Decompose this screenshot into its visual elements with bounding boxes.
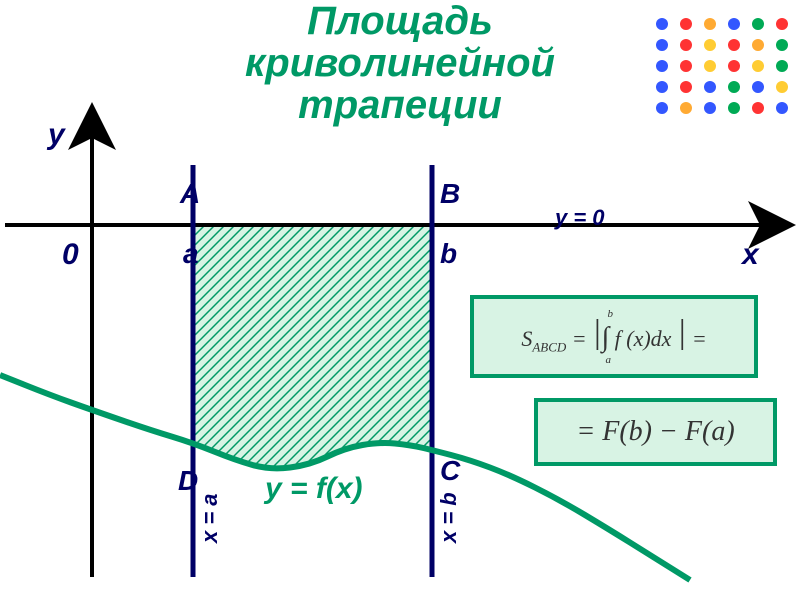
formula-antiderivative: = F(b) − F(a)	[534, 398, 777, 466]
dot	[776, 39, 788, 51]
formula-integral: SABCD = |b∫a f (x)dx | =	[470, 295, 758, 378]
dot	[680, 18, 692, 30]
point-D: D	[178, 465, 198, 497]
label-x-equals-a: x = a	[197, 493, 223, 543]
dot	[728, 102, 740, 114]
dot	[704, 60, 716, 72]
label-y-equals-0: y = 0	[555, 205, 605, 231]
formula-antiderivative-text: = F(b) − F(a)	[576, 416, 734, 448]
dot	[704, 39, 716, 51]
dot	[776, 18, 788, 30]
dot	[704, 18, 716, 30]
x-axis-label: x	[742, 238, 759, 272]
label-x-equals-b: x = b	[436, 492, 462, 543]
dot	[704, 102, 716, 114]
curve-label: y = f(x)	[265, 472, 363, 506]
dot	[752, 18, 764, 30]
dot	[752, 39, 764, 51]
origin-label: 0	[62, 238, 79, 272]
dot	[776, 60, 788, 72]
dot	[680, 39, 692, 51]
title-line1: Площадь	[307, 0, 493, 43]
title-line2: криволинейной	[245, 41, 555, 85]
dot	[728, 81, 740, 93]
dot	[752, 102, 764, 114]
dot	[656, 81, 668, 93]
dot	[704, 81, 716, 93]
dot	[656, 39, 668, 51]
dot	[680, 81, 692, 93]
decorative-dots	[656, 18, 790, 119]
point-A: A	[180, 178, 200, 210]
dot	[656, 18, 668, 30]
label-b: b	[440, 238, 457, 270]
point-B: B	[440, 178, 460, 210]
dot	[656, 102, 668, 114]
dot	[752, 81, 764, 93]
dot	[680, 60, 692, 72]
title-line3: трапеции	[298, 83, 502, 127]
hatched-region	[193, 225, 432, 470]
point-C: C	[440, 455, 460, 487]
dot	[752, 60, 764, 72]
y-axis-label: y	[48, 118, 65, 152]
dot	[728, 18, 740, 30]
dot	[728, 60, 740, 72]
dot	[728, 39, 740, 51]
dot	[776, 102, 788, 114]
dot	[656, 60, 668, 72]
dot	[776, 81, 788, 93]
formula-integral-text: SABCD = |b∫a f (x)dx | =	[521, 317, 706, 355]
label-a: a	[183, 238, 199, 270]
dot	[680, 102, 692, 114]
